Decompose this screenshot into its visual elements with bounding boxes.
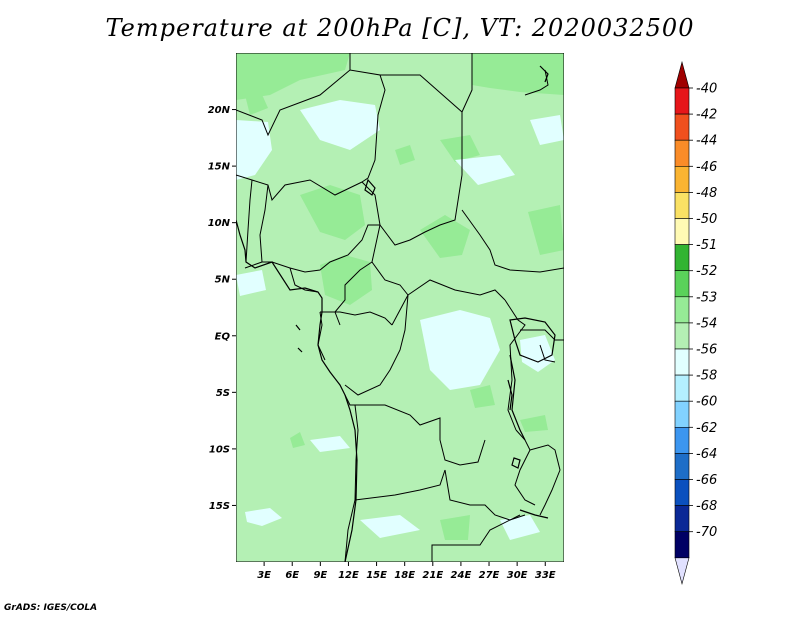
colorbar-swatch bbox=[674, 166, 690, 193]
lon-tick-label: 27E bbox=[479, 570, 500, 581]
colorbar-level-label: -52 bbox=[696, 264, 717, 279]
lon-tick-label: 9E bbox=[313, 570, 327, 581]
longitude-axis: 3E 6E 9E 12E 15E 18E 21E 24E 27E 30E 33E bbox=[257, 562, 556, 581]
colorbar: -40 -42 -44 -46 -48 -50 -51 -52 -53 -54 -56 -58 -60 -… bbox=[674, 60, 717, 585]
chart-title: Temperature at 200hPa [C], VT: 202003250… bbox=[105, 14, 695, 42]
colorbar-swatch bbox=[674, 139, 690, 167]
colorbar-level-label: -51 bbox=[696, 238, 717, 253]
colorbar-level-label: -54 bbox=[696, 316, 717, 331]
lon-tick-label: 18E bbox=[394, 570, 415, 581]
lon-tick-label: 24E bbox=[451, 570, 472, 581]
lat-tick-label: 10S bbox=[209, 444, 230, 455]
colorbar-swatch bbox=[674, 531, 690, 559]
colorbar-swatch bbox=[674, 453, 690, 480]
colorbar-swatch bbox=[674, 296, 690, 324]
lon-tick-label: 6E bbox=[285, 570, 299, 581]
grads-credit: GrADS: IGES/COLA bbox=[4, 603, 98, 613]
colorbar-level-label: -68 bbox=[696, 499, 717, 514]
colorbar-level-label: -62 bbox=[696, 421, 717, 436]
colorbar-level-label: -48 bbox=[696, 186, 717, 201]
colorbar-swatch bbox=[674, 218, 690, 245]
colorbar-swatch bbox=[674, 322, 690, 350]
colorbar-swatch bbox=[674, 374, 690, 402]
colorbar-swatch bbox=[674, 348, 690, 376]
colorbar-swatch bbox=[674, 192, 690, 219]
map-panel bbox=[236, 53, 564, 562]
lon-tick-label: 21E bbox=[422, 570, 443, 581]
colorbar-level-label: -46 bbox=[696, 160, 717, 175]
lon-tick-label: 3E bbox=[257, 570, 271, 581]
latitude-axis: 20N 15N 10N 5N EQ 5S 10S 15S bbox=[208, 105, 236, 512]
lon-tick-label: 33E bbox=[535, 570, 556, 581]
colorbar-swatch bbox=[674, 244, 690, 272]
temperature-patches-54 bbox=[236, 100, 564, 540]
lat-tick-label: EQ bbox=[215, 331, 231, 342]
colorbar-level-label: -66 bbox=[696, 473, 717, 488]
lat-tick-label: 5N bbox=[215, 275, 231, 286]
colorbar-swatch bbox=[674, 426, 690, 454]
colorbar-level-label: -50 bbox=[696, 212, 717, 227]
colorbar-swatch bbox=[674, 505, 690, 533]
country-borders bbox=[236, 53, 564, 562]
colorbar-bottom-arrow bbox=[674, 557, 690, 585]
colorbar-level-label: -58 bbox=[696, 369, 717, 384]
colorbar-swatch bbox=[674, 270, 690, 298]
coastlines bbox=[236, 65, 556, 562]
colorbar-swatch bbox=[674, 87, 690, 115]
colorbar-level-label: -70 bbox=[696, 525, 717, 540]
lon-tick-label: 30E bbox=[507, 570, 528, 581]
colorbar-level-label: -53 bbox=[696, 290, 717, 305]
colorbar-level-label: -44 bbox=[696, 134, 717, 149]
colorbar-swatch bbox=[674, 400, 690, 428]
lat-tick-label: 5S bbox=[216, 388, 230, 399]
lon-tick-label: 15E bbox=[366, 570, 387, 581]
colorbar-swatch bbox=[674, 113, 690, 141]
colorbar-level-label: -64 bbox=[696, 447, 717, 462]
temperature-patches-52 bbox=[236, 53, 564, 540]
lat-tick-label: 10N bbox=[208, 218, 231, 229]
colorbar-swatch bbox=[674, 479, 690, 506]
colorbar-level-label: -42 bbox=[696, 108, 717, 123]
colorbar-level-label: -56 bbox=[696, 343, 717, 358]
lat-tick-label: 15S bbox=[209, 501, 230, 512]
lon-tick-label: 12E bbox=[338, 570, 359, 581]
colorbar-top-arrow bbox=[674, 60, 690, 89]
lat-tick-label: 20N bbox=[208, 105, 231, 116]
colorbar-level-label: -60 bbox=[696, 395, 717, 410]
lat-tick-label: 15N bbox=[208, 162, 231, 173]
colorbar-level-label: -40 bbox=[696, 82, 717, 97]
map-background-field bbox=[236, 53, 564, 562]
